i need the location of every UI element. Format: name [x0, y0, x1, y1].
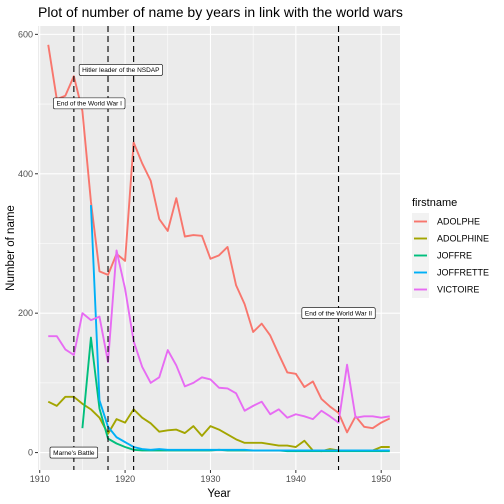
legend: firstname ADOLPHE ADOLPHINE JOFFRE JOFFRETT…: [412, 197, 489, 298]
legend-item: JOFFRE: [412, 247, 472, 264]
annotation-text: Marne's Battle: [53, 450, 95, 457]
chart-title: Plot of number of name by years in link …: [38, 4, 403, 20]
legend-label: ADOLPHE: [437, 217, 480, 227]
annotation-label: Marne's Battle: [49, 446, 99, 459]
annotation-box: [53, 97, 126, 110]
annotation-box: [301, 307, 376, 319]
x-tick-label: 1940: [286, 474, 306, 484]
y-tick-label: 600: [18, 29, 33, 39]
x-tick-label: 1930: [200, 474, 220, 484]
legend-item: VICTOIRE: [412, 281, 479, 298]
legend-label: VICTOIRE: [437, 285, 479, 295]
y-tick-label: 400: [18, 169, 33, 179]
annotation-text: Hitler leader of the NSDAP: [82, 67, 159, 74]
x-axis-title: Year: [207, 488, 230, 500]
series-line-adolphe: [47, 44, 391, 434]
x-tick-label: 1950: [371, 474, 391, 484]
x-axis: 1910 1920 1930 1940 1950: [30, 470, 391, 484]
series-line-victoire: [48, 249, 390, 424]
y-tick-label: 0: [28, 448, 33, 458]
x-tick-label: 1920: [115, 474, 135, 484]
legend-title: firstname: [412, 197, 457, 209]
y-axis-title: Number of name: [5, 205, 17, 291]
y-tick-label: 200: [18, 308, 33, 318]
legend-label: JOFFRE: [437, 251, 472, 261]
legend-label: JOFFRETTE: [437, 268, 489, 278]
annotations: Hitler leader of the NSDAP End of the Wor…: [49, 64, 376, 459]
annotation-text: End of the World War I: [57, 101, 123, 108]
x-tick-label: 1910: [30, 474, 50, 484]
annotation-box: [78, 64, 163, 76]
annotation-text: End of the World War II: [305, 310, 372, 317]
annotation-box: [49, 446, 99, 459]
legend-item: ADOLPHE: [412, 213, 480, 230]
legend-label: ADOLPHINE: [437, 234, 489, 244]
series-line-joffrette: [89, 205, 390, 452]
y-axis: 0 200 400 600: [18, 29, 38, 458]
legend-item: JOFFRETTE: [412, 264, 489, 281]
annotation-label: Hitler leader of the NSDAP: [78, 64, 163, 76]
annotation-label: End of the World War II: [301, 307, 376, 319]
annotation-label: End of the World War I: [53, 97, 126, 110]
legend-item: ADOLPHINE: [412, 230, 489, 247]
